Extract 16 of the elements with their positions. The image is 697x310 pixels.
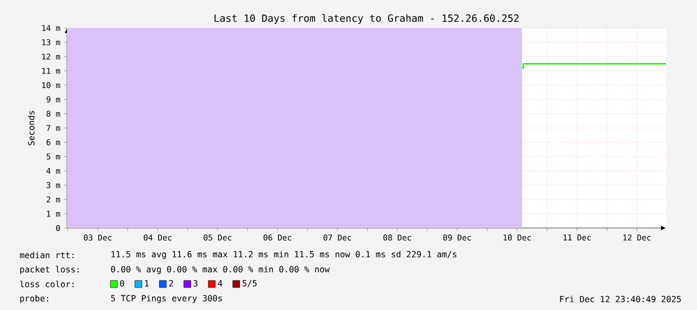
text: 0.00 % avg 0.00 % max 0.00 % min 0.00 % now	[111, 266, 330, 274]
legend-label: 5/5	[242, 280, 257, 288]
text: Fri Dec 12 23:40:49 2025	[560, 296, 681, 302]
text: 11.5 ms avg 11.6 ms max 11.2 ms min 11.5 ms now 0.1 ms sd 229.1 am/s	[112, 250, 456, 260]
text: probe:	[20, 294, 48, 304]
legend-label: 1	[145, 280, 149, 286]
legend-title: loss color:	[20, 280, 74, 288]
text: packet loss:	[20, 266, 79, 274]
legend-label: 0	[120, 280, 124, 287]
y-axis-title: Seconds	[28, 110, 34, 146]
legend-label: 4	[218, 280, 222, 286]
legend-label: 2	[169, 280, 173, 286]
text: 5 TCP Pings every 300s	[111, 294, 222, 304]
chart-title: Last 10 Days from latency to Graham - 152.26.60.252	[214, 14, 519, 24]
text: median rtt:	[20, 252, 74, 258]
legend-label: 3	[194, 280, 198, 287]
